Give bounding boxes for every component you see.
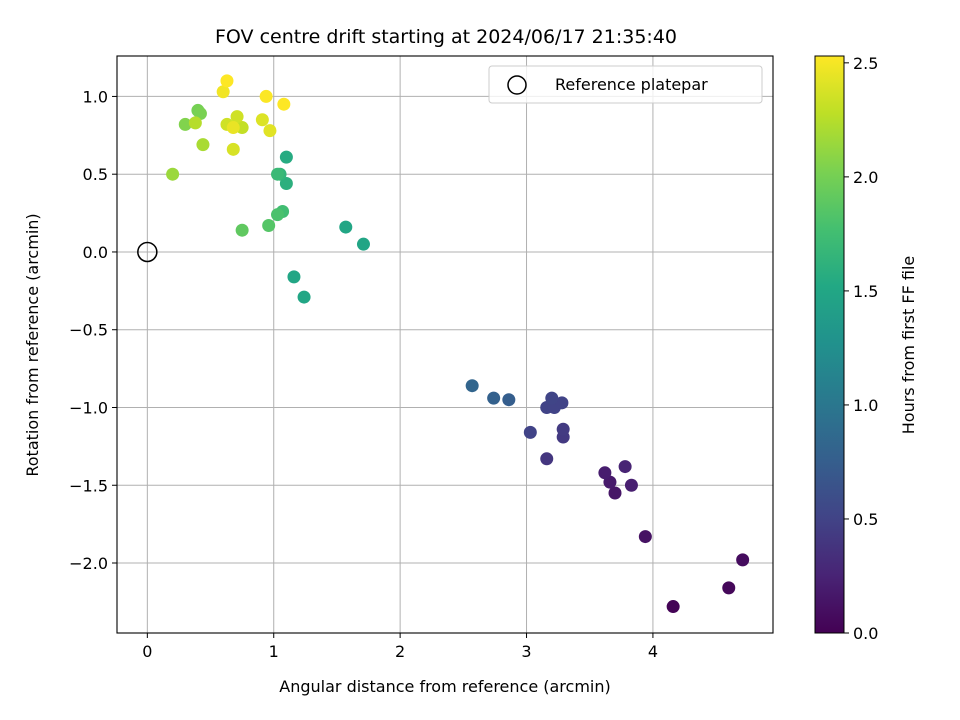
x-axis-ticks: 0 1 2 3 4 (142, 633, 658, 661)
colorbar-gradient (814, 55, 845, 634)
data-point (271, 167, 285, 181)
data-point (297, 290, 311, 304)
data-point (196, 138, 210, 152)
reference-platepar-marker (137, 241, 158, 263)
x-tick-label: 4 (648, 642, 658, 661)
y-tick-label: −1.5 (69, 476, 108, 495)
x-axis-label: Angular distance from reference (arcmin) (279, 677, 610, 696)
data-point (545, 391, 559, 405)
colorbar-tick-label: 1.0 (853, 396, 878, 415)
x-tick-label: 0 (142, 642, 152, 661)
data-point (178, 117, 192, 131)
data-point (166, 167, 180, 181)
data-point (279, 177, 293, 191)
legend: Reference platepar (488, 65, 763, 104)
colorbar-tick-label: 0.5 (853, 510, 878, 529)
data-point (465, 379, 479, 393)
data-point (722, 581, 736, 595)
y-tick-label: −2.0 (69, 554, 108, 573)
data-point (262, 219, 276, 233)
plot-frame (116, 55, 774, 634)
data-point (226, 121, 240, 135)
legend-marker-reference (507, 75, 527, 95)
data-point (523, 425, 537, 439)
data-point (608, 486, 622, 500)
colorbar-ticks: 0.0 0.5 1.0 1.5 2.0 2.5 (844, 54, 878, 643)
data-point (339, 220, 353, 234)
data-point (287, 270, 301, 284)
colorbar-tick-label: 2.5 (853, 54, 878, 73)
y-tick-label: −1.0 (69, 398, 108, 417)
data-point (540, 452, 554, 466)
data-point (487, 391, 501, 405)
data-point (255, 113, 269, 127)
colorbar: 0.0 0.5 1.0 1.5 2.0 2.5 Hours from first FF f… (814, 54, 918, 643)
y-axis-label: Rotation from reference (arcmin) (23, 213, 42, 476)
grid-lines (117, 56, 773, 633)
data-point (259, 89, 273, 103)
data-point (271, 208, 285, 222)
data-point (263, 124, 277, 138)
data-point (502, 393, 516, 407)
y-axis-ticks: −2.0 −1.5 −1.0 −0.5 0.0 0.5 1.0 (69, 87, 117, 573)
colorbar-tick-label: 2.0 (853, 168, 878, 187)
x-tick-label: 1 (269, 642, 279, 661)
data-point (638, 530, 652, 544)
data-point (235, 223, 249, 237)
y-tick-label: 0.0 (83, 243, 108, 262)
legend-label-reference: Reference platepar (555, 75, 708, 94)
x-tick-label: 2 (395, 642, 405, 661)
colorbar-tick-label: 0.0 (853, 624, 878, 643)
data-point (230, 110, 244, 124)
data-points (166, 74, 750, 614)
reference-marker-layer (137, 241, 158, 263)
data-point (598, 466, 612, 480)
data-point (618, 460, 632, 474)
data-point (555, 396, 569, 410)
colorbar-tick-label: 1.5 (853, 282, 878, 301)
x-tick-label: 3 (521, 642, 531, 661)
data-point (216, 85, 230, 99)
colorbar-label: Hours from first FF file (899, 256, 918, 435)
data-point (556, 422, 570, 436)
data-point (624, 478, 638, 492)
data-point (736, 553, 750, 567)
chart-title: FOV centre drift starting at 2024/06/17 … (215, 26, 677, 48)
data-point (188, 116, 202, 130)
y-tick-label: −0.5 (69, 321, 108, 340)
legend-box (488, 65, 763, 104)
y-tick-label: 1.0 (83, 87, 108, 106)
data-point (666, 600, 680, 614)
data-point (220, 74, 234, 88)
data-point (226, 142, 240, 156)
y-tick-label: 0.5 (83, 165, 108, 184)
data-point (277, 97, 291, 111)
data-point (356, 237, 370, 251)
data-point (279, 150, 293, 164)
